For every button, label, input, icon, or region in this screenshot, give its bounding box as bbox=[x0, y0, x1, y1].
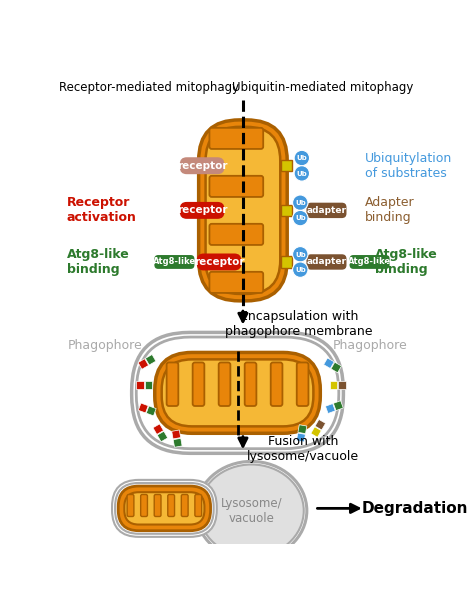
Text: Phagophore: Phagophore bbox=[333, 338, 407, 351]
Bar bbox=[311, 426, 321, 437]
FancyBboxPatch shape bbox=[297, 362, 309, 406]
FancyBboxPatch shape bbox=[271, 362, 283, 406]
Bar bbox=[315, 419, 326, 430]
FancyBboxPatch shape bbox=[127, 494, 134, 516]
Bar bbox=[329, 381, 337, 389]
Bar bbox=[146, 354, 156, 365]
Bar bbox=[331, 362, 341, 373]
Text: Ubiquitin-mediated mitophagy: Ubiquitin-mediated mitophagy bbox=[231, 81, 413, 94]
Text: Ub: Ub bbox=[296, 155, 307, 161]
Circle shape bbox=[294, 150, 310, 166]
Text: Atg8-like: Atg8-like bbox=[153, 257, 196, 266]
FancyBboxPatch shape bbox=[349, 255, 390, 269]
Circle shape bbox=[292, 262, 308, 277]
Text: Atg8-like
binding: Atg8-like binding bbox=[66, 248, 129, 276]
Text: Phagophore: Phagophore bbox=[68, 338, 143, 351]
FancyBboxPatch shape bbox=[154, 494, 161, 516]
Bar bbox=[281, 205, 292, 216]
Text: Encapsulation with
phagophore membrane: Encapsulation with phagophore membrane bbox=[225, 310, 373, 338]
Bar bbox=[324, 358, 334, 368]
FancyBboxPatch shape bbox=[132, 332, 343, 453]
FancyBboxPatch shape bbox=[219, 362, 230, 406]
Bar bbox=[172, 430, 181, 439]
Text: Receptor
activation: Receptor activation bbox=[66, 196, 137, 224]
FancyBboxPatch shape bbox=[210, 128, 263, 149]
Text: Degradation: Degradation bbox=[361, 501, 468, 516]
FancyBboxPatch shape bbox=[197, 254, 241, 271]
Text: Lysosome/
vacuole: Lysosome/ vacuole bbox=[220, 497, 282, 525]
FancyBboxPatch shape bbox=[307, 203, 346, 218]
Circle shape bbox=[292, 195, 308, 210]
Text: receptor: receptor bbox=[177, 205, 228, 216]
FancyBboxPatch shape bbox=[124, 492, 204, 524]
FancyBboxPatch shape bbox=[192, 362, 204, 406]
FancyBboxPatch shape bbox=[141, 494, 147, 516]
FancyBboxPatch shape bbox=[210, 176, 263, 197]
FancyBboxPatch shape bbox=[206, 127, 280, 294]
FancyBboxPatch shape bbox=[115, 483, 214, 534]
Text: receptor: receptor bbox=[194, 257, 244, 267]
FancyBboxPatch shape bbox=[155, 255, 194, 269]
Circle shape bbox=[292, 210, 308, 226]
Text: Ub: Ub bbox=[295, 200, 306, 206]
Text: receptor: receptor bbox=[177, 161, 228, 170]
FancyBboxPatch shape bbox=[199, 120, 287, 301]
Text: Receptor-mediated mitophagy: Receptor-mediated mitophagy bbox=[59, 81, 239, 94]
Bar bbox=[333, 401, 343, 411]
FancyBboxPatch shape bbox=[180, 202, 225, 219]
Circle shape bbox=[294, 166, 310, 181]
Bar bbox=[138, 403, 148, 413]
Text: adapter: adapter bbox=[307, 257, 346, 266]
FancyBboxPatch shape bbox=[210, 224, 263, 245]
Text: Fusion with
lysosome/vacuole: Fusion with lysosome/vacuole bbox=[247, 435, 359, 463]
Text: Ub: Ub bbox=[296, 171, 307, 177]
Bar bbox=[146, 406, 156, 416]
Bar bbox=[281, 160, 292, 172]
Bar bbox=[145, 381, 153, 389]
Text: Atg8-like
binding: Atg8-like binding bbox=[374, 248, 438, 276]
Bar bbox=[173, 438, 182, 447]
Bar bbox=[137, 381, 144, 389]
Bar bbox=[298, 425, 307, 434]
Text: Ub: Ub bbox=[295, 252, 306, 258]
Text: Ub: Ub bbox=[295, 267, 306, 273]
Bar bbox=[296, 433, 305, 442]
Text: Adapter
binding: Adapter binding bbox=[365, 196, 414, 224]
Circle shape bbox=[292, 247, 308, 262]
Text: adapter: adapter bbox=[307, 206, 346, 215]
FancyBboxPatch shape bbox=[245, 362, 256, 406]
FancyBboxPatch shape bbox=[195, 494, 201, 516]
Bar bbox=[153, 424, 164, 434]
FancyBboxPatch shape bbox=[182, 494, 188, 516]
FancyBboxPatch shape bbox=[210, 272, 263, 293]
Text: Ub: Ub bbox=[295, 216, 306, 221]
FancyBboxPatch shape bbox=[162, 359, 313, 426]
FancyBboxPatch shape bbox=[167, 362, 178, 406]
Text: Atg8-like: Atg8-like bbox=[348, 257, 391, 266]
FancyBboxPatch shape bbox=[307, 254, 346, 269]
Bar bbox=[157, 431, 168, 442]
Bar bbox=[326, 404, 335, 414]
Text: Ubiquitylation
of substrates: Ubiquitylation of substrates bbox=[365, 152, 452, 180]
FancyBboxPatch shape bbox=[155, 353, 320, 433]
Bar bbox=[281, 256, 292, 268]
Ellipse shape bbox=[196, 461, 307, 560]
FancyBboxPatch shape bbox=[112, 480, 217, 537]
FancyBboxPatch shape bbox=[168, 494, 174, 516]
FancyBboxPatch shape bbox=[118, 486, 210, 531]
FancyBboxPatch shape bbox=[180, 157, 225, 174]
Ellipse shape bbox=[199, 464, 304, 557]
Bar bbox=[138, 359, 148, 369]
Bar bbox=[338, 381, 346, 389]
